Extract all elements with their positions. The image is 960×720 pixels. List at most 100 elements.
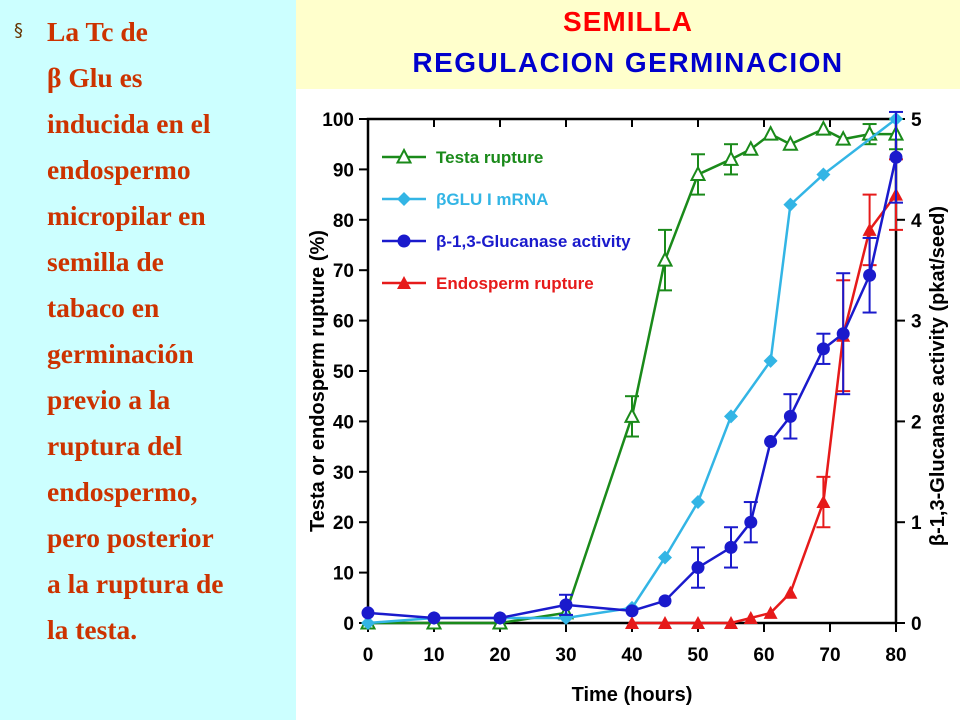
data-point-1-3-glucanase-activity xyxy=(783,409,797,423)
x-tick-label: 80 xyxy=(885,645,906,666)
legend-label-testa-rupture: Testa rupture xyxy=(436,148,543,167)
legend-marker-endosperm-rupture xyxy=(397,276,411,289)
y-left-tick-label: 60 xyxy=(333,312,354,333)
y-right-axis-title: β-1,3-Glucanase activity (pkat/seed) xyxy=(927,206,949,546)
left-text-panel: § La Tc de β Glu es inducida en el endos… xyxy=(0,0,296,720)
x-tick-label: 30 xyxy=(555,645,576,666)
title-box: SEMILLA REGULACION GERMINACION xyxy=(296,0,960,89)
data-point-glu-i-mrna xyxy=(763,353,778,368)
x-tick-label: 0 xyxy=(363,645,374,666)
y-right-tick-label: 0 xyxy=(911,614,922,635)
y-left-tick-label: 10 xyxy=(333,564,354,585)
data-point-1-3-glucanase-activity xyxy=(863,268,877,282)
body-line: semilla de xyxy=(47,246,164,277)
data-point-testa-rupture xyxy=(689,165,707,181)
data-point-1-3-glucanase-activity xyxy=(559,598,573,612)
data-point-endosperm-rupture xyxy=(724,616,738,629)
data-point-testa-rupture xyxy=(762,124,779,141)
data-point-endosperm-rupture xyxy=(691,616,705,629)
body-line: La Tc de xyxy=(47,16,148,47)
data-point-1-3-glucanase-activity xyxy=(889,150,903,164)
body-line: micropilar en xyxy=(47,200,206,231)
data-point-1-3-glucanase-activity xyxy=(816,342,830,356)
y-left-tick-label: 80 xyxy=(333,211,354,232)
x-axis-title: Time (hours) xyxy=(572,684,693,706)
data-point-testa-rupture xyxy=(623,407,641,423)
body-line: ruptura del xyxy=(47,430,183,461)
data-point-glu-i-mrna xyxy=(658,550,672,565)
series-line-1-3-glucanase-activity xyxy=(367,157,898,620)
data-point-testa-rupture xyxy=(782,135,799,151)
y-left-tick-label: 100 xyxy=(322,110,354,131)
bullet-marker: § xyxy=(14,20,23,41)
y-right-tick-label: 1 xyxy=(911,513,922,534)
data-point-testa-rupture xyxy=(835,129,852,146)
chart-area: 0 10 20 30 40 50 60 70 80 0 10 20 30 40 50 60 70 80 90 100 0… xyxy=(296,89,960,720)
body-line: endospermo, xyxy=(47,476,198,507)
data-point-1-3-glucanase-activity xyxy=(744,515,758,529)
legend-label-glu-i-mrna: βGLU I mRNA xyxy=(436,190,548,209)
data-point-testa-rupture xyxy=(815,119,832,136)
slide-subtitle: REGULACION GERMINACION xyxy=(412,47,844,78)
y-left-tick-label: 40 xyxy=(333,412,354,433)
data-point-endosperm-rupture xyxy=(816,495,831,509)
data-point-1-3-glucanase-activity xyxy=(361,606,375,620)
data-point-glu-i-mrna xyxy=(361,616,375,630)
body-line: germinación xyxy=(47,338,194,369)
body-text: La Tc de β Glu es inducida en el endospe… xyxy=(47,9,292,653)
y-left-axis-title: Testa or endosperm rupture (%) xyxy=(307,230,329,532)
data-point-1-3-glucanase-activity xyxy=(836,327,850,341)
y-left-tick-label: 50 xyxy=(333,362,354,383)
data-point-1-3-glucanase-activity xyxy=(724,540,738,554)
body-line: endospermo xyxy=(47,154,191,185)
legend-label-endosperm-rupture: Endosperm rupture xyxy=(436,274,594,293)
x-tick-label: 70 xyxy=(819,645,840,666)
legend-marker-glu-i-mrna xyxy=(397,192,411,206)
data-point-glu-i-mrna xyxy=(816,167,831,182)
data-point-endosperm-rupture xyxy=(658,616,672,629)
data-point-glu-i-mrna xyxy=(724,409,738,424)
y-left-tick-label: 90 xyxy=(333,160,354,181)
legend-marker-1-3-glucanase-activity xyxy=(397,234,411,248)
body-line: β Glu es xyxy=(47,62,143,93)
data-point-1-3-glucanase-activity xyxy=(764,435,778,449)
data-point-endosperm-rupture xyxy=(743,610,758,624)
data-point-testa-rupture xyxy=(722,150,740,166)
y-left-tick-label: 30 xyxy=(333,463,354,484)
x-tick-label: 10 xyxy=(423,645,444,666)
body-line: tabaco en xyxy=(47,292,160,323)
y-left-tick-label: 70 xyxy=(333,261,354,282)
y-right-tick-label: 5 xyxy=(911,110,922,131)
germination-chart: 0 10 20 30 40 50 60 70 8001020304050607080901000… xyxy=(307,110,949,706)
body-line: pero posterior xyxy=(47,522,214,553)
data-point-1-3-glucanase-activity xyxy=(691,561,705,575)
y-left-tick-label: 20 xyxy=(333,513,354,534)
y-right-tick-label: 4 xyxy=(911,211,922,232)
body-line: a la ruptura de xyxy=(47,568,224,599)
body-line: la testa. xyxy=(47,614,138,645)
data-point-endosperm-rupture xyxy=(625,616,639,629)
body-line: previo a la xyxy=(47,384,171,415)
x-tick-label: 20 xyxy=(489,645,510,666)
data-point-glu-i-mrna xyxy=(691,495,705,510)
data-point-testa-rupture xyxy=(742,140,759,156)
data-point-1-3-glucanase-activity xyxy=(493,611,507,625)
data-point-1-3-glucanase-activity xyxy=(625,604,639,618)
slide-title: SEMILLA xyxy=(563,6,693,37)
data-point-endosperm-rupture xyxy=(862,222,877,236)
x-tick-label: 50 xyxy=(687,645,708,666)
series-line-endosperm-rupture xyxy=(632,193,898,625)
y-right-tick-label: 3 xyxy=(911,312,922,333)
y-right-tick-label: 2 xyxy=(911,412,922,433)
data-point-endosperm-rupture xyxy=(783,585,798,599)
x-tick-label: 40 xyxy=(621,645,642,666)
data-point-1-3-glucanase-activity xyxy=(658,594,672,608)
y-left-tick-label: 0 xyxy=(343,614,354,635)
legend-marker-testa-rupture xyxy=(395,147,413,164)
data-point-endosperm-rupture xyxy=(763,605,778,619)
data-point-testa-rupture xyxy=(656,250,674,267)
data-point-1-3-glucanase-activity xyxy=(427,611,441,625)
data-point-glu-i-mrna xyxy=(783,197,798,212)
body-line: inducida en el xyxy=(47,108,211,139)
x-tick-label: 60 xyxy=(753,645,774,666)
